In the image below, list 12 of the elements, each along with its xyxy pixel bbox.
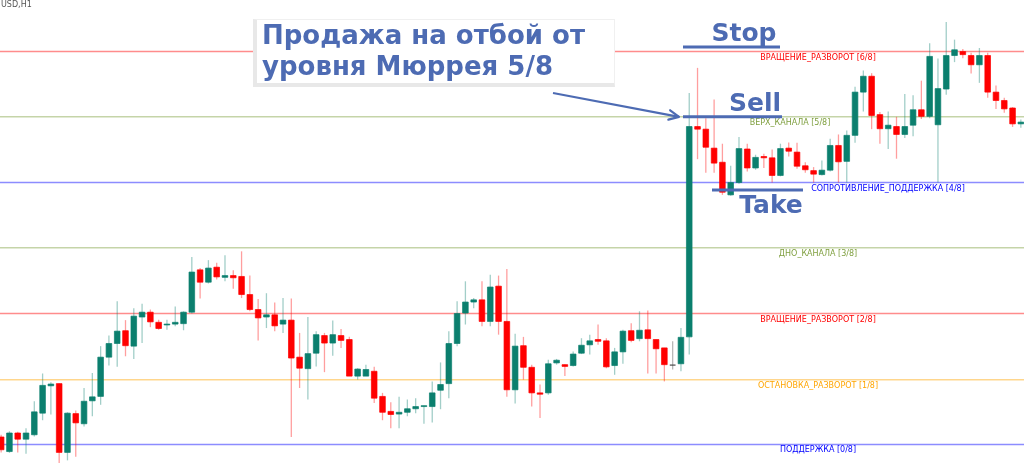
annotation: Sell — [728, 87, 782, 117]
ref-line-label: ОСТАНОВКА_РАЗВОРОТ [1/8] — [757, 380, 879, 390]
annotation: Продажа на отбой от уровня Мюррея 5/8 — [262, 20, 586, 82]
ref-line-label: ДНО_КАНАЛА [3/8] — [778, 248, 858, 258]
ref-line-label: ВРАЩЕНИЕ_РАЗВОРОТ [6/8] — [760, 52, 876, 62]
ref-line-label: ВРАЩЕНИЕ_РАЗВОРОТ [2/8] — [760, 314, 876, 324]
ref-line-label: ПОДДЕРЖКА [0/8] — [779, 445, 857, 455]
text: USD,H1 — [1, 0, 32, 9]
annotation: Stop — [711, 18, 777, 47]
annotation: Take — [739, 190, 803, 219]
ref-line-label: СОПРОТИВЛЕНИЕ_ПОДДЕРЖКА [4/8] — [811, 183, 965, 193]
ref-line-label: ВЕРХ_КАНАЛА [5/8] — [749, 117, 831, 127]
